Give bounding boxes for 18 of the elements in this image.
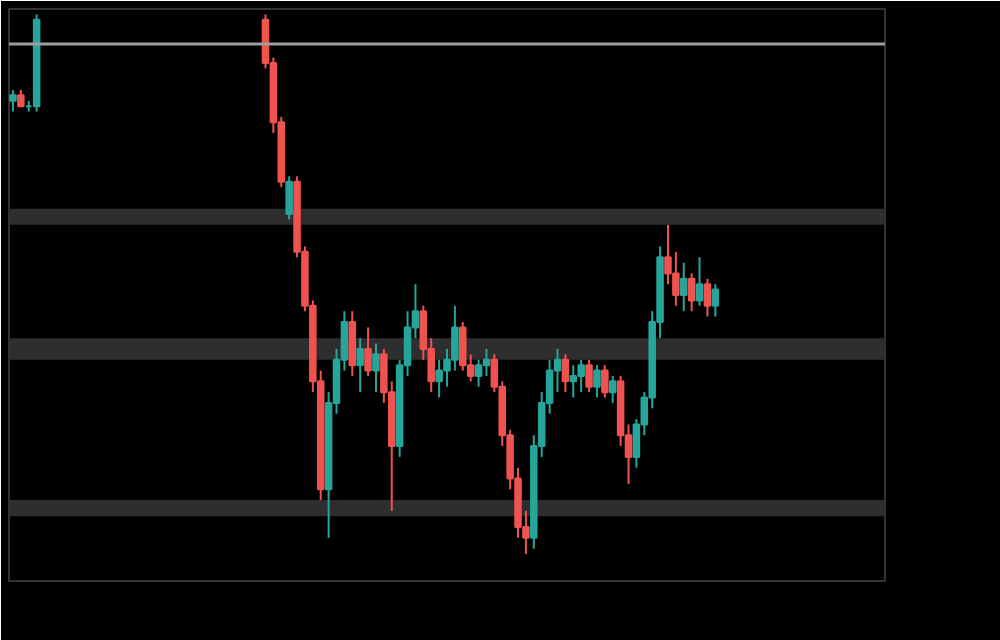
candlestick [569,364,578,399]
candlestick [9,88,17,113]
candlestick [703,277,712,318]
candlestick [356,337,364,394]
candlestick [577,358,585,394]
candlestick [593,364,601,399]
candlestick [687,272,696,313]
candlestick [372,342,380,394]
candlestick [679,261,688,313]
candlestick [711,283,720,318]
candlestick [364,326,372,377]
candlestick [695,256,704,307]
candlestick [601,364,609,399]
candlestick [585,358,593,394]
candlestick [348,310,357,377]
candlestick [285,175,293,221]
candlestick [561,353,570,394]
candlestick [608,374,617,404]
